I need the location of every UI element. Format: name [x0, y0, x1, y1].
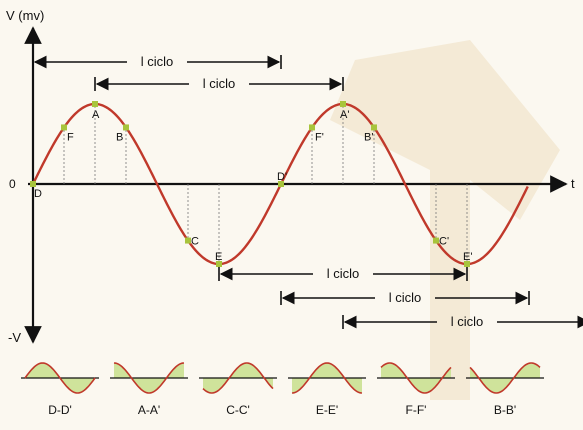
y-axis-label: V (mv) [6, 8, 44, 23]
y-negative-label: -V [8, 330, 21, 345]
point-label: F' [315, 131, 324, 143]
point-marker [464, 261, 470, 267]
thumbnail: D-D' [21, 362, 99, 417]
point-marker [92, 101, 98, 107]
thumbnail-wave [24, 362, 96, 394]
thumbnail-wave [291, 362, 363, 394]
dashed-guides [63, 104, 468, 264]
thumbnail-wave [380, 362, 452, 394]
point-marker [278, 181, 284, 187]
point-label: E' [463, 251, 472, 263]
point-marker [340, 101, 346, 107]
thumbnail-wave [202, 362, 274, 394]
thumbnail-wave [469, 362, 541, 394]
point-label: B [116, 131, 123, 143]
point-label: C' [439, 236, 449, 248]
point-marker [123, 124, 129, 131]
cycle-arrow: l ciclo [342, 314, 583, 329]
thumbnail-label: E-E' [316, 403, 338, 417]
point-label: A [92, 109, 100, 121]
point-label: D' [277, 171, 287, 183]
cycle-label: l ciclo [451, 314, 484, 329]
thumbnail: A-A' [110, 362, 188, 417]
thumbnail: F-F' [377, 362, 455, 417]
point-marker [216, 261, 222, 267]
cycle-arrow: l ciclo [94, 76, 344, 91]
point-marker [61, 124, 67, 131]
phase-points: D F A B C E D' F' A' B' C' E' [30, 101, 472, 267]
x-axis-label: t [571, 176, 575, 191]
point-label: B' [364, 131, 373, 143]
point-marker [30, 181, 36, 187]
cycle-arrow: l ciclo [32, 54, 282, 69]
thumbnail-label: C-C' [226, 403, 250, 417]
phase-thumbnails: D-D' A-A' C-C' E-E' F-F' B-B' [21, 362, 544, 417]
point-label: A' [340, 109, 349, 121]
cycle-label: l ciclo [389, 290, 422, 305]
point-marker [433, 237, 439, 244]
thumbnail-label: A-A' [138, 403, 160, 417]
thumbnail-label: B-B' [494, 403, 516, 417]
cycle-label: l ciclo [203, 76, 236, 91]
cycle-label: l ciclo [141, 54, 174, 69]
point-marker [309, 124, 315, 131]
point-label: D [34, 188, 42, 200]
thumbnail-wave [113, 362, 185, 394]
thumbnail: B-B' [466, 362, 544, 417]
thumbnail-label: F-F' [406, 403, 427, 417]
point-marker [185, 237, 191, 244]
cycle-arrows: l ciclo l ciclo l ciclo l ciclo l ciclo [32, 54, 583, 329]
point-label: E [215, 251, 222, 263]
point-label: F [67, 131, 74, 143]
cycle-arrow: l ciclo [280, 290, 530, 305]
cycle-label: l ciclo [327, 266, 360, 281]
cycle-arrow: l ciclo [218, 266, 468, 281]
thumbnail: C-C' [199, 362, 277, 417]
thumbnail: E-E' [288, 362, 366, 417]
point-label: C [191, 236, 199, 248]
background-watermark [330, 40, 560, 400]
origin-label: 0 [9, 177, 16, 191]
thumbnail-label: D-D' [48, 403, 72, 417]
point-marker [371, 124, 377, 131]
